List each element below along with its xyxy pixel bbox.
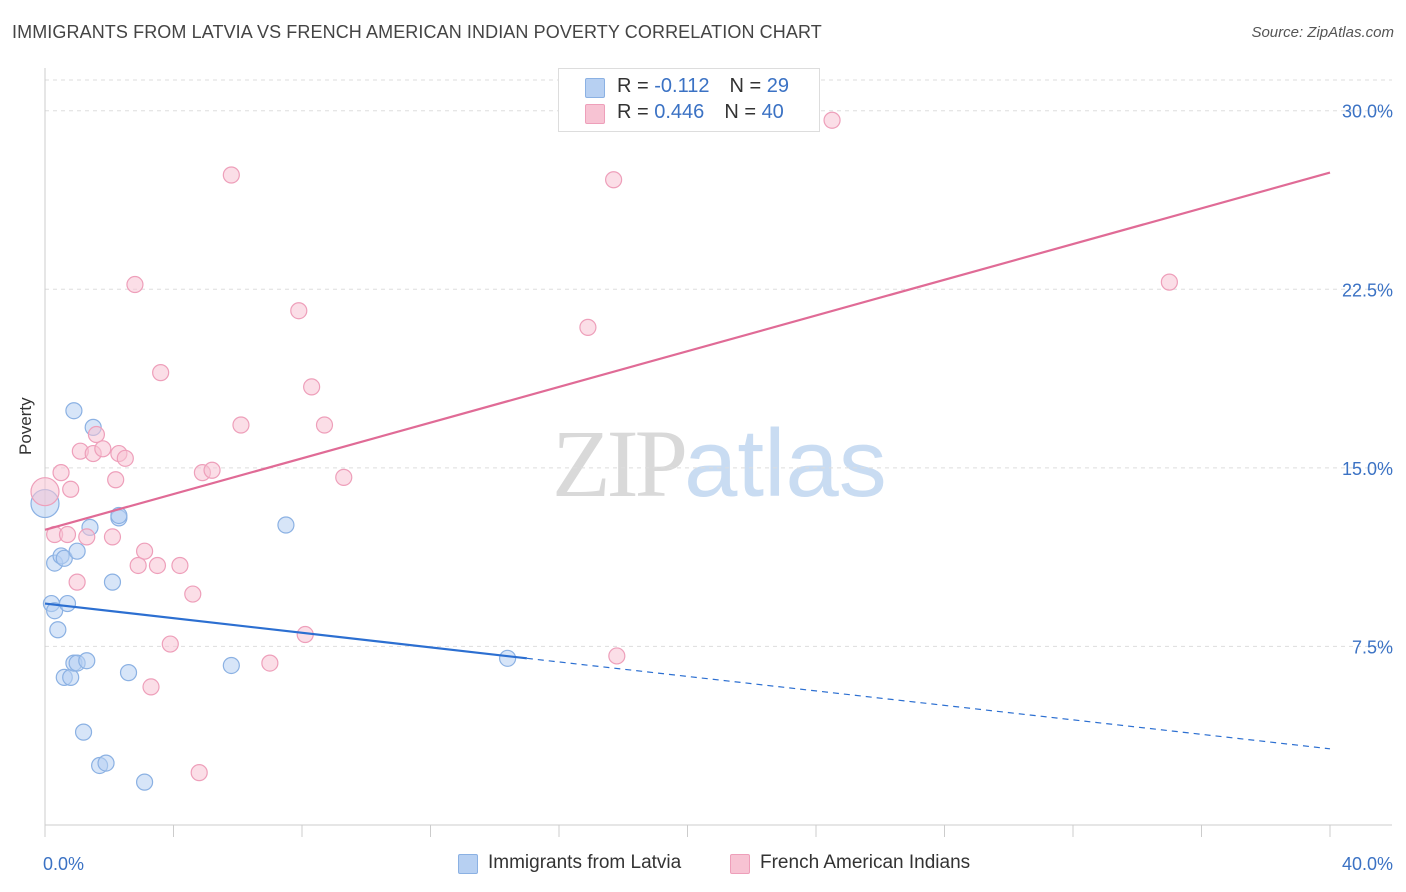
latvia-point [49,621,67,639]
x-tick-label: 40.0% [1342,854,1393,874]
y-tick-label: 22.5% [1342,280,1393,300]
french-american-indian-point [52,464,70,482]
french-american-indian-point [62,480,80,498]
source-credit: Source: ZipAtlas.com [1251,24,1394,41]
legend-swatch-latvia [458,854,478,874]
latvia-point [58,594,77,613]
r-label: R = [617,101,655,123]
latvia-trendline [44,602,527,660]
latvia-point [222,656,240,675]
legend-swatch-latvia [585,78,605,98]
latvia-point [103,573,122,591]
french-american-indian-point [161,635,179,653]
french-american-indian-point [30,477,60,507]
french-american-indian-point [152,364,170,382]
french-american-indian-point [103,528,122,546]
legend-label-french-american-indians: French American Indians [760,852,971,873]
latvia-trendline-extension [526,657,1331,750]
legend-swatch-french-american-indians [730,854,750,874]
french-american-indian-point [261,654,279,672]
french-american-indian-trendline [44,171,1331,531]
french-american-indian-point [605,171,623,189]
french-american-indian-point [135,542,154,560]
watermark: ZIPatlas [552,408,887,519]
french-american-indian-point [579,318,597,336]
latvia-point [62,668,80,686]
french-american-indian-point [190,764,208,782]
correlation-legend: R = -0.112 N = 29 R = 0.446 N = 40 [558,68,820,132]
french-american-indian-point [94,440,112,458]
french-american-indian-point [232,416,250,434]
latvia-point [499,649,517,667]
n-label: N = [729,75,767,97]
french-american-indian-point [148,556,167,575]
n-label: N = [724,101,762,123]
n-value-french-american-indians: 40 [761,101,784,123]
r-value-latvia: -0.112 [654,75,710,97]
french-american-indian-point [78,528,96,546]
latvia-point [135,773,154,791]
french-american-indian-point [222,166,240,184]
french-american-indian-point [315,416,334,434]
french-american-indian-point [1160,273,1178,291]
french-american-indian-point [303,378,321,396]
y-tick-label: 7.5% [1352,637,1393,657]
legend-label-latvia: Immigrants from Latvia [488,852,682,873]
french-american-indian-point [203,461,221,479]
french-american-indian-point [335,468,353,486]
y-tick-label: 30.0% [1342,102,1393,122]
latvia-point [277,516,295,534]
watermark-atlas: atlas [684,410,887,517]
french-american-indian-point [290,302,308,320]
latvia-point [97,754,115,772]
french-american-indian-point [142,678,160,696]
latvia-point [68,542,86,560]
legend-swatch-french-american-indians [585,104,605,124]
french-american-indian-point [126,275,144,294]
latvia-point [74,723,93,741]
french-american-indian-point [116,449,134,467]
chart-title: IMMIGRANTS FROM LATVIA VS FRENCH AMERICA… [12,22,822,42]
r-label: R = [617,75,655,97]
latvia-point [65,402,83,420]
watermark-zip: ZIP [552,410,688,517]
french-american-indian-point [58,525,77,544]
x-tick-label: 0.0% [43,854,84,874]
french-american-indian-point [87,425,106,444]
french-american-indian-point [823,111,841,129]
french-american-indian-point [608,647,626,665]
r-value-french-american-indians: 0.446 [654,101,705,123]
french-american-indian-point [68,573,86,591]
latvia-point [119,664,138,682]
french-american-indian-point [171,556,189,575]
latvia-point [46,602,64,620]
latvia-point [78,652,96,670]
french-american-indian-point [107,471,125,489]
n-value-latvia: 29 [766,75,789,97]
french-american-indian-point [129,556,147,575]
latvia-point [55,549,73,567]
series-legend: Immigrants from Latvia French American I… [0,852,1406,876]
french-american-indian-point [184,585,202,603]
y-tick-label: 15.0% [1342,459,1393,479]
